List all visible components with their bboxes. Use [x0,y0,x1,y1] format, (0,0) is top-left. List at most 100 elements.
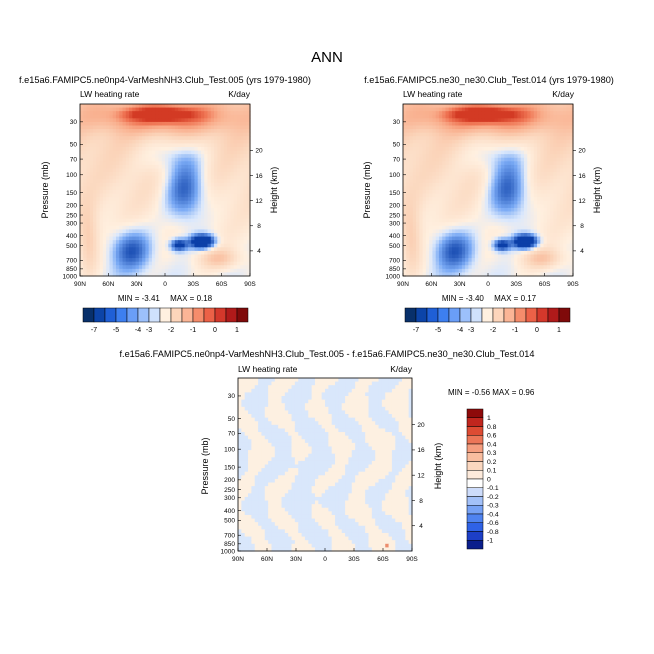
field-cell [129,118,133,123]
field-cell [504,229,509,234]
field-cell [471,136,476,141]
field-cell [422,143,427,148]
field-cell [412,139,417,145]
field-cell [86,229,91,234]
field-cell [191,154,196,159]
field-cell [230,172,235,177]
field-cell [240,118,245,123]
field-cell [129,175,133,180]
field-cell [566,207,571,213]
field-cell [161,261,166,266]
field-cell [484,107,489,112]
field-cell [165,197,169,202]
field-cell [230,154,235,159]
field-cell [187,154,192,159]
field-cell [243,132,248,137]
field-cell [484,175,489,180]
field-cell [138,193,143,198]
field-cell [161,204,166,209]
field-cell [243,258,248,263]
field-cell [145,168,150,173]
field-cell [445,129,450,134]
field-cell [93,161,97,166]
field-cell [520,111,525,116]
field-cell [435,243,440,248]
field-cell [507,125,512,130]
field-cell [217,268,222,274]
field-cell [93,104,97,109]
field-cell [125,175,130,180]
field-cell [419,197,424,202]
field-cell [142,247,146,252]
field-cell [507,111,512,116]
field-cell [438,215,443,220]
field-cell [419,229,424,234]
field-cell [514,190,519,195]
field-cell [530,161,535,166]
field-cell [109,254,114,259]
y-tick-label: 50 [70,142,78,149]
field-cell [102,132,107,137]
field-cell [455,193,460,198]
field-cell [491,215,496,220]
field-cell [138,197,143,202]
field-cell [412,250,417,256]
field-cell [556,154,561,159]
field-cell [168,161,173,166]
field-cell [200,215,205,220]
field-cell [497,143,502,148]
field-cell [151,182,156,188]
field-cell [537,200,541,205]
field-cell [220,229,225,234]
field-cell [122,222,127,227]
field-cell [135,225,140,231]
field-cell [204,190,209,195]
field-cell [478,150,483,155]
field-cell [465,104,469,109]
field-cell [537,186,541,191]
field-cell [455,129,460,134]
field-cell [161,139,166,145]
field-cell [109,233,114,238]
field-cell [507,225,512,231]
field-cell [412,186,417,191]
field-cell [158,179,163,184]
field-cell [230,215,235,220]
field-cell [569,247,574,252]
field-cell [517,218,522,223]
field-cell [230,147,235,152]
field-cell [422,172,427,177]
field-cell [504,168,509,173]
field-cell [165,107,169,112]
field-cell [236,229,241,234]
field-cell [491,233,496,238]
field-cell [178,233,182,238]
field-cell [412,268,417,274]
field-cell [406,114,411,119]
field-cell [89,229,94,234]
field-cell [119,254,124,259]
field-cell [458,207,463,213]
field-cell [125,118,130,123]
field-cell [422,218,427,223]
field-cell [553,258,558,263]
field-cell [165,247,169,252]
field-cell [510,233,515,238]
field-cell [520,222,525,227]
field-cell [112,175,117,180]
field-cell [540,164,545,170]
field-cell [435,150,440,155]
field-cell [494,200,499,205]
field-cell [465,154,469,159]
field-cell [102,186,107,191]
field-cell [468,236,473,241]
field-cell [553,107,558,112]
field-cell [93,172,97,177]
field-cell [474,147,479,152]
field-cell [83,268,88,274]
field-cell [178,197,182,202]
field-cell [438,161,443,166]
field-cell [217,258,222,263]
field-cell [507,190,512,195]
field-cell [109,268,114,274]
